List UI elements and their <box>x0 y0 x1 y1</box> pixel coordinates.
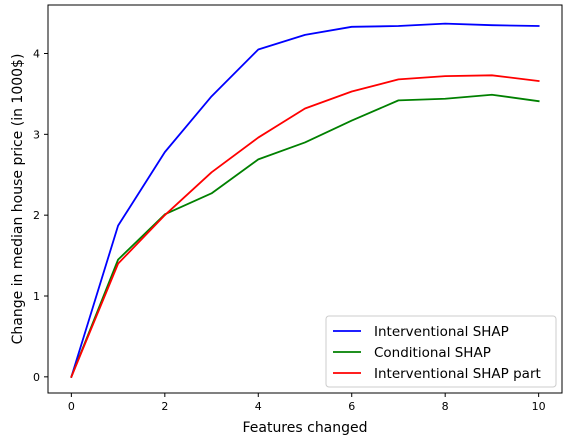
legend-box <box>325 315 557 388</box>
series-line-1 <box>70 22 540 378</box>
x-tick-label: 8 <box>442 400 449 413</box>
x-axis-label: Features changed <box>242 420 367 436</box>
x-tick-label: 0 <box>68 400 75 413</box>
x-tick-label: 4 <box>255 400 262 413</box>
y-tick-label: 4 <box>33 48 40 61</box>
x-tick-label: 10 <box>532 400 546 413</box>
y-axis-label: Change in median house price (in 1000$) <box>10 54 26 345</box>
y-tick-label: 0 <box>33 371 40 384</box>
x-tick-label: 2 <box>161 400 168 413</box>
x-tick-label: 6 <box>348 400 355 413</box>
series-line-3 <box>70 74 540 379</box>
series-line-2 <box>70 93 540 378</box>
x-axis: 0 2 4 6 8 10 <box>68 393 546 413</box>
y-tick-label: 2 <box>33 209 40 222</box>
y-axis: 0 1 2 3 4 <box>33 48 48 384</box>
legend-label: Conditional SHAP <box>374 345 491 361</box>
y-tick-label: 1 <box>33 290 40 303</box>
y-tick-label: 3 <box>33 128 40 141</box>
legend: Interventional SHAP Conditional SHAP Inter… <box>325 315 557 388</box>
legend-label: Interventional SHAP <box>374 324 509 340</box>
legend-label: Interventional SHAP part <box>374 366 541 382</box>
series-lines <box>70 22 540 379</box>
